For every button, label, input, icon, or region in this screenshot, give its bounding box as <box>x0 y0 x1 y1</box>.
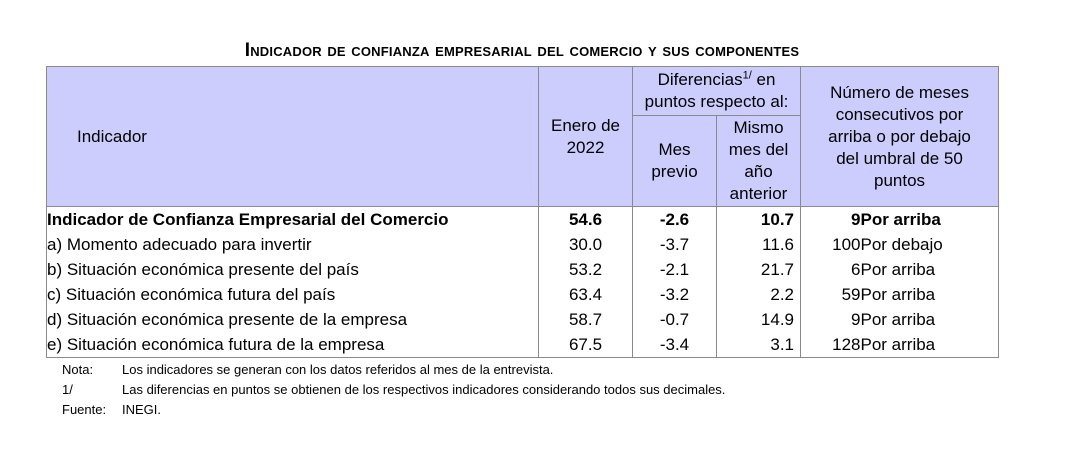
row-direction: Por arriba <box>860 307 1000 332</box>
note-text: Las diferencias en puntos se obtienen de… <box>122 382 726 397</box>
note-text: INEGI. <box>122 402 162 417</box>
row-indicator-name: Indicador de Confianza Empresarial del C… <box>46 206 539 232</box>
note-label: 1/ <box>62 382 73 397</box>
table-notes: Nota: Los indicadores se generan con los… <box>62 360 725 420</box>
header-period: Enero de 2022 <box>538 66 633 207</box>
row-direction: Por arriba <box>860 257 1000 282</box>
indicator-table: Indicador Enero de 2022 Diferencias1/ en… <box>46 66 1000 358</box>
row-diff-year: 10.7 <box>716 206 801 232</box>
header-indicator: Indicador <box>46 66 539 207</box>
table-row: d) Situación económica presente de la em… <box>46 307 1000 332</box>
row-diff-year: 2.2 <box>716 282 801 307</box>
row-months: 9 <box>800 206 861 232</box>
table-row: b) Situación económica presente del país… <box>46 257 1000 282</box>
row-direction: Por arriba <box>860 282 1000 307</box>
row-value: 58.7 <box>538 307 633 332</box>
row-indicator-name: c) Situación económica futura del país <box>46 282 539 307</box>
header-prev-month: Mes previo <box>632 115 717 207</box>
row-value: 30.0 <box>538 232 633 257</box>
table-row: e) Situación económica futura de la empr… <box>46 332 1000 358</box>
row-months: 59 <box>800 282 861 307</box>
row-direction: Por debajo <box>860 232 1000 257</box>
row-diff-prev: -3.7 <box>632 232 717 257</box>
row-months: 100 <box>800 232 861 257</box>
table-row: a) Momento adecuado para invertir 30.0 -… <box>46 232 1000 257</box>
row-diff-prev: -2.6 <box>632 206 717 232</box>
note-row: Nota: Los indicadores se generan con los… <box>62 360 725 380</box>
row-months: 6 <box>800 257 861 282</box>
row-diff-prev: -2.1 <box>632 257 717 282</box>
table-row: Indicador de Confianza Empresarial del C… <box>46 206 1000 232</box>
row-indicator-name: b) Situación económica presente del país <box>46 257 539 282</box>
row-indicator-name: a) Momento adecuado para invertir <box>46 232 539 257</box>
header-differences: Diferencias1/ en puntos respecto al: <box>632 66 801 116</box>
table-title: Indicador de confianza empresarial del c… <box>244 40 800 61</box>
row-diff-year: 11.6 <box>716 232 801 257</box>
row-diff-prev: -3.4 <box>632 332 717 358</box>
row-months: 9 <box>800 307 861 332</box>
note-row: Fuente: INEGI. <box>62 400 725 420</box>
note-row: 1/ Las diferencias en puntos se obtienen… <box>62 380 725 400</box>
note-label: Fuente: <box>62 402 107 417</box>
row-value: 53.2 <box>538 257 633 282</box>
row-months: 128 <box>800 332 861 358</box>
note-label: Nota: <box>62 362 94 377</box>
row-value: 63.4 <box>538 282 633 307</box>
row-value: 54.6 <box>538 206 633 232</box>
row-value: 67.5 <box>538 332 633 358</box>
row-indicator-name: d) Situación económica presente de la em… <box>46 307 539 332</box>
row-diff-year: 3.1 <box>716 332 801 358</box>
row-indicator-name: e) Situación económica futura de la empr… <box>46 332 539 358</box>
row-diff-prev: -3.2 <box>632 282 717 307</box>
row-direction: Por arriba <box>860 332 1000 358</box>
row-diff-prev: -0.7 <box>632 307 717 332</box>
header-same-month-prev-year: Mismo mes del año anterior <box>716 115 801 207</box>
row-diff-year: 21.7 <box>716 257 801 282</box>
row-diff-year: 14.9 <box>716 307 801 332</box>
table-row: c) Situación económica futura del país 6… <box>46 282 1000 307</box>
header-months-consecutive: Número de meses consecutivos por arriba … <box>799 66 1000 207</box>
note-text: Los indicadores se generan con los datos… <box>122 362 554 377</box>
row-direction: Por arriba <box>860 206 1000 232</box>
